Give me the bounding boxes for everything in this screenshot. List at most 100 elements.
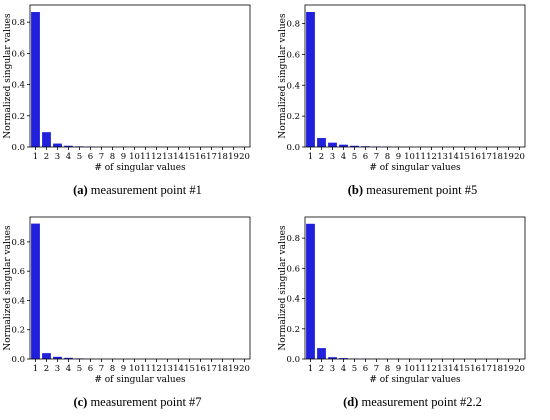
panel-caption: (d) measurement point #2.2 bbox=[275, 395, 550, 410]
x-tick-label: 15 bbox=[184, 152, 195, 162]
x-tick-label: 16 bbox=[470, 152, 481, 162]
x-tick-label: 10 bbox=[129, 364, 140, 374]
x-tick-label: 7 bbox=[99, 152, 104, 162]
x-tick-label: 16 bbox=[470, 364, 481, 374]
x-tick-label: 19 bbox=[228, 364, 239, 374]
x-tick-label: 14 bbox=[173, 152, 184, 162]
x-tick-label: 20 bbox=[239, 364, 250, 374]
bar-3 bbox=[53, 144, 62, 147]
x-axis-label: # of singular values bbox=[369, 163, 461, 173]
x-tick-label: 1 bbox=[308, 364, 313, 374]
x-tick-label: 7 bbox=[374, 364, 379, 374]
y-tick-label: 0.0 bbox=[11, 355, 25, 365]
y-tick-label: 0.4 bbox=[286, 295, 300, 305]
x-tick-label: 9 bbox=[396, 364, 401, 374]
x-tick-label: 7 bbox=[99, 364, 104, 374]
x-tick-label: 6 bbox=[88, 152, 93, 162]
x-tick-label: 15 bbox=[184, 364, 195, 374]
y-axis-label: Normalized singular values bbox=[278, 13, 288, 139]
x-tick-label: 14 bbox=[448, 364, 459, 374]
x-tick-label: 3 bbox=[330, 364, 335, 374]
x-tick-label: 2 bbox=[44, 152, 49, 162]
caption-text: measurement point #7 bbox=[87, 395, 201, 409]
x-tick-label: 19 bbox=[503, 152, 514, 162]
y-tick-label: 0.8 bbox=[286, 20, 300, 30]
x-tick-label: 3 bbox=[55, 364, 60, 374]
x-tick-label: 9 bbox=[121, 364, 126, 374]
x-tick-label: 18 bbox=[217, 364, 228, 374]
plot-frame bbox=[305, 217, 525, 359]
x-tick-label: 2 bbox=[319, 364, 324, 374]
bar-2 bbox=[42, 353, 51, 359]
x-tick-label: 17 bbox=[481, 152, 492, 162]
panel-caption: (c) measurement point #7 bbox=[0, 395, 275, 410]
x-tick-label: 9 bbox=[396, 152, 401, 162]
x-tick-label: 19 bbox=[228, 152, 239, 162]
y-tick-label: 0.6 bbox=[11, 49, 25, 59]
x-tick-label: 5 bbox=[352, 364, 357, 374]
plot-frame bbox=[30, 5, 250, 147]
y-tick-label: 0.2 bbox=[286, 112, 300, 122]
x-tick-label: 10 bbox=[404, 152, 415, 162]
x-tick-label: 6 bbox=[88, 364, 93, 374]
x-tick-label: 19 bbox=[503, 364, 514, 374]
x-tick-label: 7 bbox=[374, 152, 379, 162]
bar-2 bbox=[317, 138, 326, 147]
x-tick-label: 16 bbox=[195, 152, 206, 162]
x-axis-label: # of singular values bbox=[94, 375, 186, 385]
caption-text: measurement point #5 bbox=[363, 183, 477, 197]
x-tick-label: 15 bbox=[459, 364, 470, 374]
x-tick-label: 12 bbox=[151, 364, 162, 374]
y-tick-label: 0.8 bbox=[11, 238, 25, 248]
panel-caption: (b) measurement point #5 bbox=[275, 183, 550, 198]
plot-frame bbox=[30, 217, 250, 359]
x-tick-label: 2 bbox=[319, 152, 324, 162]
x-tick-label: 3 bbox=[330, 152, 335, 162]
y-tick-label: 0.0 bbox=[286, 143, 300, 153]
x-tick-label: 18 bbox=[492, 152, 503, 162]
x-tick-label: 4 bbox=[341, 152, 346, 162]
y-tick-label: 0.4 bbox=[11, 296, 25, 306]
x-tick-label: 1 bbox=[33, 152, 38, 162]
bar-1 bbox=[306, 224, 315, 359]
x-axis-label: # of singular values bbox=[369, 375, 461, 385]
y-tick-label: 0.2 bbox=[286, 325, 300, 335]
x-tick-label: 4 bbox=[66, 152, 71, 162]
x-tick-label: 18 bbox=[492, 364, 503, 374]
x-tick-label: 5 bbox=[77, 364, 82, 374]
y-tick-label: 0.2 bbox=[11, 326, 25, 336]
bar-1 bbox=[31, 12, 40, 147]
caption-text: measurement point #1 bbox=[88, 183, 202, 197]
x-tick-label: 20 bbox=[514, 152, 525, 162]
y-tick-label: 0.6 bbox=[11, 267, 25, 277]
x-tick-label: 4 bbox=[341, 364, 346, 374]
y-tick-label: 0.6 bbox=[286, 50, 300, 60]
x-tick-label: 11 bbox=[415, 152, 426, 162]
x-tick-label: 18 bbox=[217, 152, 228, 162]
x-tick-label: 5 bbox=[77, 152, 82, 162]
x-tick-label: 8 bbox=[385, 152, 390, 162]
caption-label: (a) bbox=[73, 183, 88, 197]
x-tick-label: 1 bbox=[308, 152, 313, 162]
x-tick-label: 14 bbox=[173, 364, 184, 374]
y-tick-label: 0.8 bbox=[286, 234, 300, 244]
bar-2 bbox=[42, 132, 51, 147]
y-axis-label: Normalized singular values bbox=[3, 13, 13, 139]
caption-text: measurement point #2.2 bbox=[358, 395, 482, 409]
x-tick-label: 8 bbox=[385, 364, 390, 374]
x-tick-label: 20 bbox=[514, 364, 525, 374]
x-tick-label: 12 bbox=[426, 364, 437, 374]
caption-label: (b) bbox=[348, 183, 363, 197]
x-tick-label: 8 bbox=[110, 152, 115, 162]
panel-caption: (a) measurement point #1 bbox=[0, 183, 275, 198]
x-tick-label: 13 bbox=[162, 152, 173, 162]
x-tick-label: 10 bbox=[129, 152, 140, 162]
y-tick-label: 0.0 bbox=[11, 143, 25, 153]
x-tick-label: 17 bbox=[206, 152, 217, 162]
x-tick-label: 6 bbox=[363, 152, 368, 162]
